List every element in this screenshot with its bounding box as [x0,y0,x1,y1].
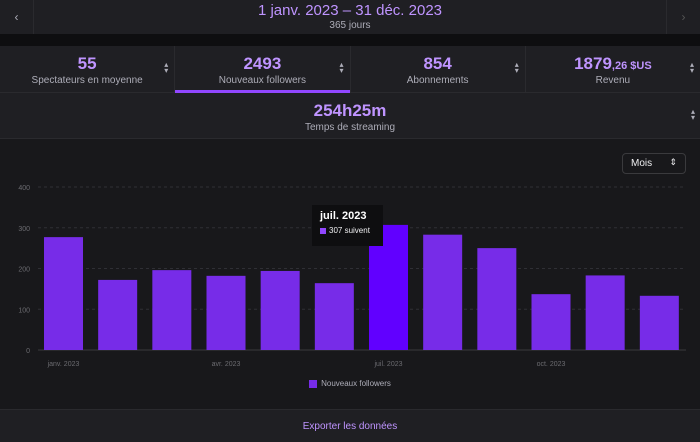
chevron-left-icon: ‹ [14,10,19,24]
y-tick-label: 200 [18,267,30,274]
bar-mars 2023 [152,270,192,350]
chart-tooltip: juil. 2023 307 suivent [312,205,383,246]
day-count: 365 jours [329,20,371,31]
stat-value: 854 [423,54,452,73]
chevron-right-icon: › [681,10,686,24]
bar-sept. 2023 [477,248,517,350]
bar-janv. 2023 [44,237,83,350]
stat-streaming-time[interactable]: 254h25m Temps de streaming ▴ ▾ [0,93,700,139]
granularity-value: Mois [631,158,653,169]
bar-nov. 2023 [585,275,625,350]
bar-juin 2023 [314,283,354,350]
stat-revenue[interactable]: 1879,26 $US Revenu ▴ ▾ [526,46,700,92]
tooltip-title: juil. 2023 [320,210,367,222]
bar-mai 2023 [260,270,300,350]
bar-déc. 2023 [639,295,679,350]
chart-legend: Nouveaux followers [0,379,700,388]
stat-avg-viewers[interactable]: 55 Spectateurs en moyenne ▴ ▾ [0,46,176,92]
tooltip-value: 307 suivent [329,226,370,235]
sort-icon: ▴ ▾ [690,107,695,122]
x-tick-label: janv. 2023 [47,361,80,368]
tooltip-swatch [320,227,326,234]
stat-value: 2493 [243,54,282,73]
bar-oct. 2023 [531,294,571,350]
revenue-decimal: ,26 $US [611,60,652,72]
stat-value: 1879,26 $US [526,54,700,74]
revenue-integer: 1879 [574,54,612,73]
followers-bar-chart: 0 100 200 300 400 janv. 2023 avr. 2023 juil. 20… [18,185,686,368]
bar-août 2023 [423,234,463,350]
select-arrows-icon: ⇕ [669,157,677,167]
legend-label: Nouveaux followers [321,379,391,388]
stat-label: Revenu [595,75,631,86]
sort-icon: ▴ ▾ [514,60,519,75]
next-period-button[interactable]: › [666,0,700,34]
stat-value: 55 [77,54,97,73]
x-tick-label: juil. 2023 [373,361,402,368]
bar-avr. 2023 [206,275,246,350]
stat-label: Abonnements [406,75,469,86]
sort-icon: ▴ ▾ [689,60,694,75]
y-tick-label: 300 [18,226,30,233]
stat-subscriptions[interactable]: 854 Abonnements ▴ ▾ [351,46,526,92]
date-range: 1 janv. 2023 – 31 déc. 2023 [257,2,443,19]
x-tick-label: avr. 2023 [212,361,241,368]
stat-new-followers[interactable]: 2493 Nouveaux followers ▴ ▾ [175,46,351,93]
stat-label: Nouveaux followers [218,75,306,86]
stat-label: Spectateurs en moyenne [31,75,143,86]
previous-period-button[interactable]: ‹ [0,0,34,34]
bar-févr. 2023 [98,279,138,350]
sort-icon: ▴ ▾ [164,60,169,75]
x-tick-label: oct. 2023 [537,361,566,368]
y-tick-label: 400 [18,185,30,192]
date-header: ‹ 1 janv. 2023 – 31 déc. 2023 365 jours … [0,0,700,34]
export-data-button[interactable]: Exporter les données [0,409,700,442]
y-tick-label: 100 [18,307,30,314]
divider [0,34,700,46]
granularity-select[interactable]: Mois ⇕ [622,153,686,174]
stat-value: 254h25m [313,101,387,120]
sort-icon: ▴ ▾ [339,60,344,75]
legend-swatch [309,379,318,388]
y-tick-label: 0 [26,348,30,355]
stat-label: Temps de streaming [304,122,396,133]
